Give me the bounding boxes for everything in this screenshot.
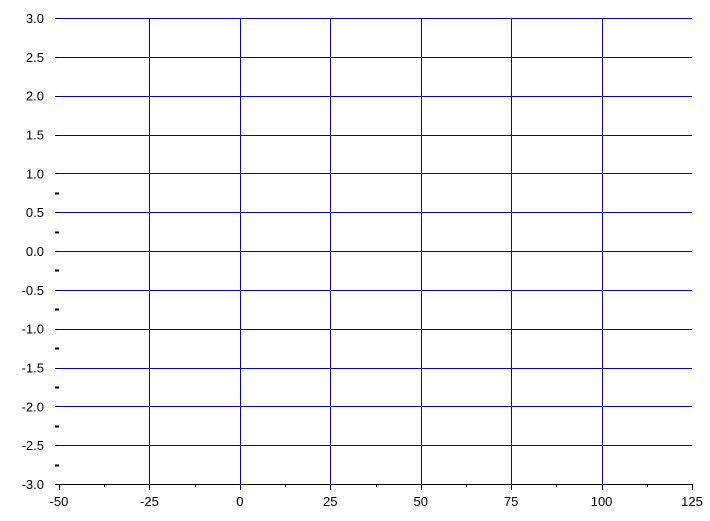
y-tick-label: -2.5 bbox=[22, 438, 44, 453]
y-tick-label: -1.0 bbox=[22, 322, 44, 337]
y-tick-label: 1.5 bbox=[26, 128, 44, 143]
y-tick-label: -3.0 bbox=[22, 477, 44, 492]
y-tick-label: -2.0 bbox=[22, 399, 44, 414]
y-tick-label: 2.0 bbox=[26, 89, 44, 104]
y-tick-label: 1.0 bbox=[26, 166, 44, 181]
x-tick-label: -25 bbox=[140, 494, 159, 509]
x-tick-label: 75 bbox=[504, 494, 518, 509]
y-tick-label: 0.5 bbox=[26, 205, 44, 220]
axis-layer bbox=[55, 18, 693, 490]
tick-label-layer: -50 -25 0 25 50 75 100 125 3.0 2.5 2.0 1.5 1.0 0.5 0.0… bbox=[22, 11, 703, 509]
x-tick-label: 50 bbox=[413, 494, 427, 509]
grid-layer bbox=[59, 18, 692, 484]
y-tick-label: 3.0 bbox=[26, 11, 44, 26]
y-tick-label: 0.0 bbox=[26, 244, 44, 259]
x-tick-label: 0 bbox=[236, 494, 243, 509]
x-tick-label: 125 bbox=[681, 494, 703, 509]
y-tick-label: -1.5 bbox=[22, 361, 44, 376]
y-tick-label: -0.5 bbox=[22, 283, 44, 298]
x-tick-label: 100 bbox=[591, 494, 613, 509]
x-tick-label: -50 bbox=[50, 494, 69, 509]
x-tick-label: 25 bbox=[323, 494, 337, 509]
y-tick-label: 2.5 bbox=[26, 50, 44, 65]
